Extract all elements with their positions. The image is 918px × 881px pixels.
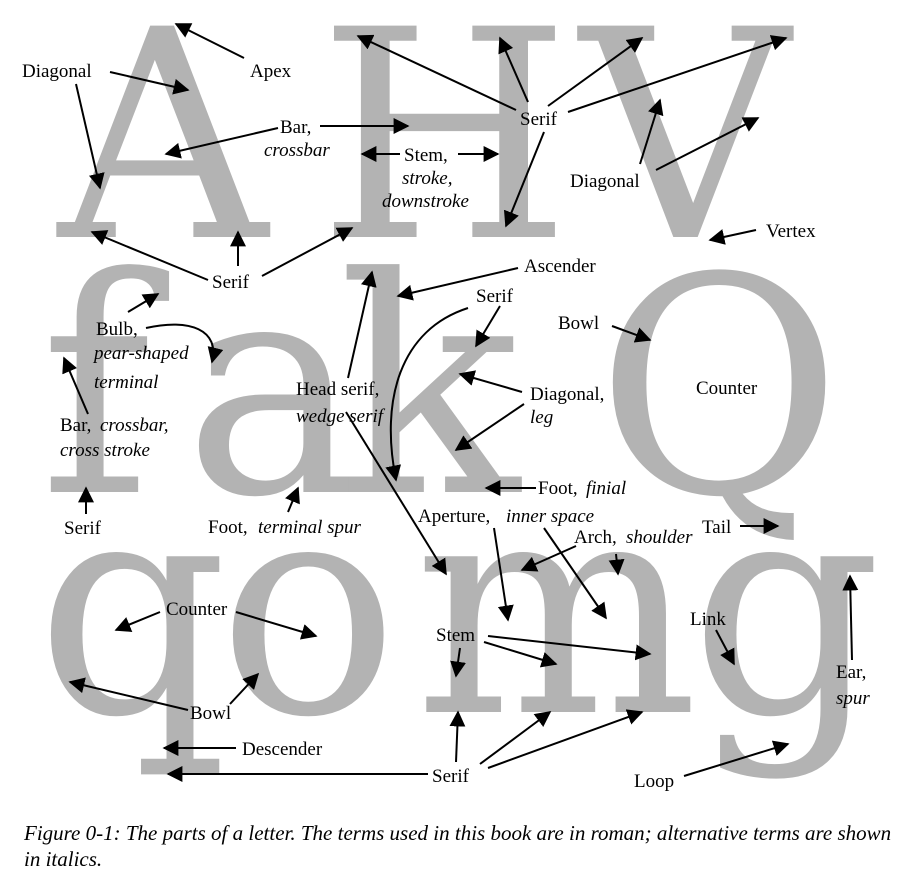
label-serif-top: Serif — [520, 109, 558, 130]
label-bar-a-alt: crossbar — [264, 140, 330, 161]
label-diagonal-k-alt: leg — [530, 407, 553, 428]
label-aperture-alt: inner space — [506, 506, 594, 527]
label-serif-bottom: Serif — [432, 766, 470, 787]
label-foot-a: Foot, — [208, 517, 248, 538]
label-diagonal-v: Diagonal — [570, 171, 640, 192]
glyph-a: a — [184, 214, 363, 563]
glyph-q: q — [36, 434, 228, 783]
label-arch-alt: shoulder — [626, 527, 693, 548]
label-bar-f: Bar, — [60, 415, 91, 436]
label-descender: Descender — [242, 739, 323, 760]
glyph-f: f — [40, 214, 171, 563]
label-ear: Ear, — [836, 662, 866, 683]
label-arch: Arch, — [574, 527, 617, 548]
label-counter-o: Counter — [166, 599, 228, 620]
label-bowl-o: Bowl — [190, 703, 231, 724]
label-foot-a-alt: terminal spur — [258, 517, 362, 538]
label-ascender: Ascender — [524, 256, 596, 277]
label-serif-k: Serif — [476, 286, 514, 307]
label-stem-m: Stem — [436, 625, 475, 646]
label-bulb-alt2: terminal — [94, 372, 158, 393]
glyph-Q: Q — [596, 214, 842, 563]
label-bulb: Bulb, — [96, 319, 138, 340]
label-bar-f-alt1: crossbar, — [100, 415, 168, 436]
label-diagonal-k: Diagonal, — [530, 384, 604, 405]
label-head-serif: Head serif, — [296, 379, 379, 400]
label-head-serif-alt: wedge serif — [296, 406, 386, 427]
label-foot-k-alt: finial — [586, 478, 626, 499]
glyph-V: V — [575, 0, 797, 306]
label-bar-a: Bar, — [280, 117, 311, 138]
label-bar-f-alt2: cross stroke — [60, 440, 150, 461]
glyph-o: o — [218, 434, 399, 783]
figure-caption: Figure 0-1: The parts of a letter. The t… — [24, 821, 892, 871]
label-serif-a: Serif — [212, 272, 250, 293]
label-stem-h-alt1: stroke, — [402, 168, 452, 189]
callout-arrows — [62, 23, 859, 782]
label-loop: Loop — [634, 771, 674, 792]
label-aperture: Aperture, — [418, 506, 490, 527]
label-tail: Tail — [702, 517, 731, 538]
label-diagonal-a: Diagonal — [22, 61, 92, 82]
label-ear-alt: spur — [836, 688, 870, 709]
label-apex: Apex — [250, 61, 292, 82]
label-vertex: Vertex — [766, 221, 816, 242]
label-bulb-alt1: pear-shaped — [92, 343, 189, 364]
label-stem-h: Stem, — [404, 145, 448, 166]
label-link: Link — [690, 609, 726, 630]
label-stem-h-alt2: downstroke — [382, 191, 469, 212]
label-foot-k: Foot, — [538, 478, 578, 499]
glyph-H: H — [318, 0, 571, 306]
label-serif-f: Serif — [64, 518, 102, 539]
label-bowl-q: Bowl — [558, 313, 599, 334]
glyph-A: A — [53, 0, 271, 306]
label-counter-q: Counter — [696, 378, 758, 399]
